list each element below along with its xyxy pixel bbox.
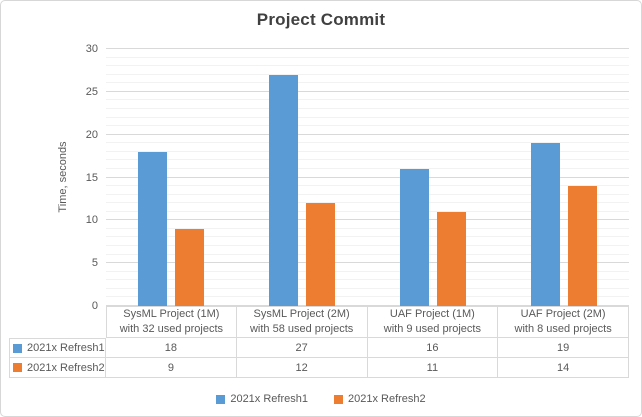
table-corner-cell	[9, 306, 106, 338]
table-cell: 9	[106, 358, 237, 378]
minor-gridline	[106, 270, 629, 272]
major-gridline	[106, 48, 629, 49]
minor-gridline	[106, 236, 629, 238]
bar-2021x-refresh1-category3	[399, 168, 429, 306]
minor-gridline	[106, 107, 629, 109]
category-header-sysml-2m: SysML Project (2M) with 58 used projects	[236, 306, 368, 338]
y-tick-label: 15	[85, 171, 98, 184]
bar-2021x-refresh2-category1	[175, 228, 205, 306]
bar-2021x-refresh1-category1	[138, 151, 168, 306]
minor-gridline	[106, 159, 629, 161]
category-header-uaf-1m: UAF Project (1M) with 9 used projects	[367, 306, 499, 338]
legend: 2021x Refresh1 2021x Refresh2	[1, 393, 641, 405]
legend-item-refresh2: 2021x Refresh2	[334, 393, 426, 405]
minor-gridline	[106, 142, 629, 144]
table-cell: 16	[367, 338, 499, 358]
major-gridline	[106, 262, 629, 264]
minor-gridline	[106, 125, 629, 127]
y-tick-label: 0	[91, 300, 98, 312]
bar-2021x-refresh1-category2	[269, 74, 299, 306]
table-cell: 11	[367, 358, 499, 378]
minor-gridline	[106, 65, 629, 67]
y-tick-label: 10	[85, 214, 98, 227]
minor-gridline	[106, 287, 629, 289]
minor-gridline	[106, 99, 629, 101]
series2-swatch-icon	[13, 363, 22, 372]
major-gridline	[106, 133, 629, 135]
minor-gridline	[106, 116, 629, 118]
legend-series1-swatch-icon	[216, 394, 226, 404]
minor-gridline	[106, 296, 629, 298]
major-gridline	[106, 176, 629, 178]
minor-gridline	[106, 150, 629, 152]
minor-gridline	[106, 193, 629, 195]
legend-series2-label: 2021x Refresh2	[348, 393, 426, 405]
minor-gridline	[106, 82, 629, 84]
major-gridline	[106, 305, 629, 306]
minor-gridline	[106, 73, 629, 75]
legend-item-refresh1: 2021x Refresh1	[216, 393, 308, 405]
y-tick-label: 30	[85, 43, 98, 55]
y-axis-ticks: 0 5 10 15 20 25 30	[1, 43, 98, 312]
category-header-uaf-2m: UAF Project (2M) with 8 used projects	[498, 306, 629, 338]
table-cell: 27	[236, 338, 368, 358]
legend-series1-label: 2021x Refresh1	[230, 393, 308, 405]
series1-swatch-icon	[13, 343, 22, 353]
table-cell: 14	[498, 358, 629, 378]
minor-gridline	[106, 167, 629, 169]
series1-name-label: 2021x Refresh1	[27, 342, 105, 354]
minor-gridline	[106, 210, 629, 212]
chart-title: Project Commit	[256, 10, 386, 29]
table-row-header-refresh2: 2021x Refresh2	[9, 358, 106, 378]
y-tick-label: 25	[85, 85, 98, 98]
legend-series2-swatch-icon	[334, 394, 343, 404]
minor-gridline	[106, 56, 629, 58]
series2-name-label: 2021x Refresh2	[27, 361, 105, 374]
table-cell: 12	[236, 358, 368, 378]
major-gridline	[106, 219, 629, 221]
table-row-header-refresh1: 2021x Refresh1	[9, 338, 106, 358]
y-tick-label: 5	[91, 257, 98, 270]
category-header-sysml-1m: SysML Project (1M) with 32 used projects	[106, 306, 237, 338]
bar-2021x-refresh1-category4	[530, 143, 560, 306]
plot-area	[106, 48, 629, 306]
data-table: SysML Project (1M) with 32 used projects…	[9, 306, 629, 378]
minor-gridline	[106, 185, 629, 187]
bar-2021x-refresh2-category3	[436, 211, 466, 306]
minor-gridline	[106, 253, 629, 255]
y-tick-label: 20	[85, 128, 98, 141]
bar-2021x-refresh2-category4	[567, 186, 597, 306]
table-cell: 19	[498, 338, 629, 358]
minor-gridline	[106, 245, 629, 247]
bar-2021x-refresh2-category2	[306, 203, 336, 306]
minor-gridline	[106, 202, 629, 204]
table-cell: 18	[106, 338, 237, 358]
minor-gridline	[106, 279, 629, 281]
minor-gridline	[106, 227, 629, 229]
major-gridline	[106, 90, 629, 92]
